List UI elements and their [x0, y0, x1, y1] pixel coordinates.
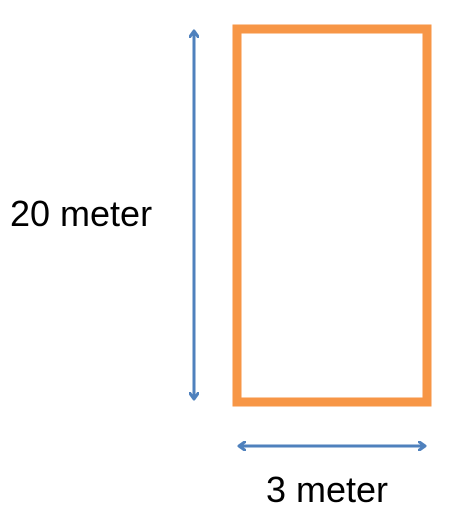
height-label: 20 meter: [10, 193, 153, 234]
width-label: 3 meter: [266, 469, 389, 510]
rectangle-shape: [232, 24, 432, 407]
